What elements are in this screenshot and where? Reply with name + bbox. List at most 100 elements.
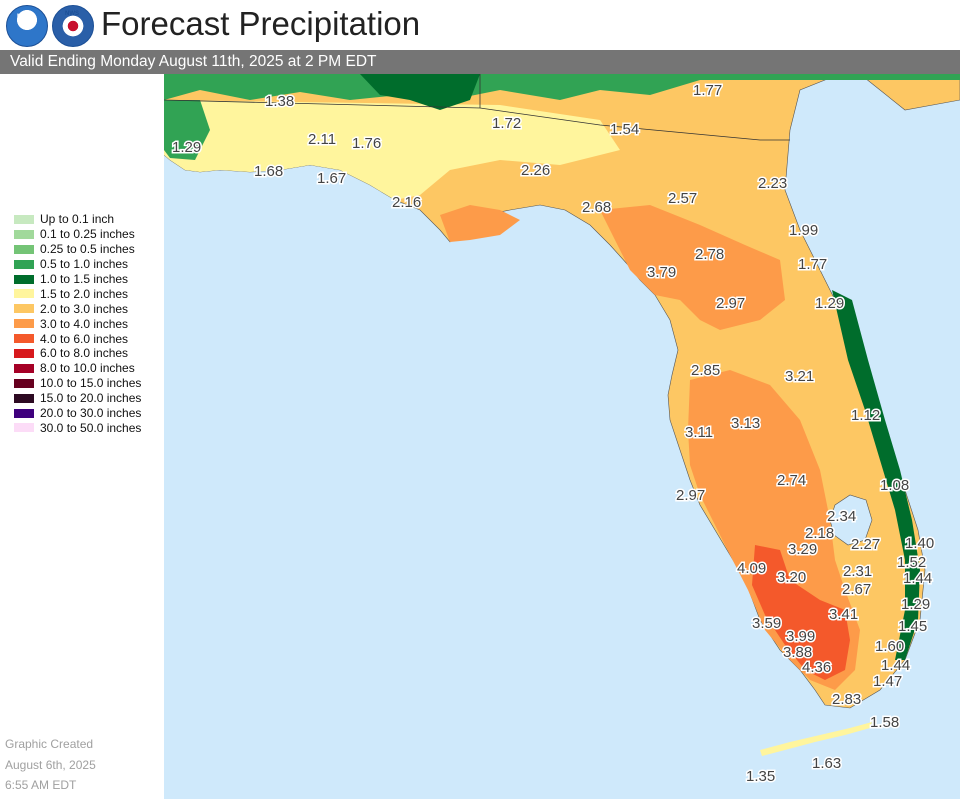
legend-label: 1.5 to 2.0 inches: [40, 286, 129, 301]
keys-yellow: [760, 722, 872, 756]
value-label: 2.97: [716, 295, 745, 312]
legend-item: 6.0 to 8.0 inches: [14, 346, 141, 361]
value-label: 3.29: [788, 541, 817, 558]
legend-label: 20.0 to 30.0 inches: [40, 406, 142, 421]
west-green: [164, 100, 210, 160]
legend-sidebar: [0, 74, 164, 799]
value-label: 1.68: [254, 163, 283, 180]
credit-line-1: Graphic Created: [5, 737, 94, 751]
lake-okeechobee: [829, 494, 873, 546]
apalachicola-orange: [440, 205, 520, 242]
value-label: 2.31: [843, 563, 872, 580]
legend-item: 1.0 to 1.5 inches: [14, 272, 141, 287]
value-label: 2.97: [676, 487, 705, 504]
legend-item: 10.0 to 15.0 inches: [14, 376, 141, 391]
value-label: 1.72: [492, 115, 521, 132]
value-label: 2.57: [668, 190, 697, 207]
value-label: 2.16: [392, 194, 421, 211]
legend-item: 15.0 to 20.0 inches: [14, 391, 141, 406]
value-label: 1.77: [693, 82, 722, 99]
precip-map[interactable]: 1.38 1.77 1.72 1.54 1.29 2.11 1.76 1.68 …: [164, 74, 960, 799]
value-label: 1.52: [897, 554, 926, 571]
valid-time-bar: Valid Ending Monday August 11th, 2025 at…: [0, 50, 960, 74]
value-label: 1.29: [172, 139, 201, 156]
legend-item: 4.0 to 6.0 inches: [14, 331, 141, 346]
legend-swatch: [14, 408, 34, 418]
value-label: 4.36: [802, 659, 831, 676]
value-label: 2.85: [691, 362, 720, 379]
value-label: 1.44: [903, 570, 932, 587]
value-label: 1.67: [317, 170, 346, 187]
legend-item: 30.0 to 50.0 inches: [14, 420, 141, 435]
value-label: 2.11: [308, 131, 336, 148]
value-label: 3.20: [777, 569, 806, 586]
legend-item: 0.1 to 0.25 inches: [14, 227, 141, 242]
legend-swatch: [14, 423, 34, 433]
legend-label: 0.25 to 0.5 inches: [40, 242, 135, 257]
value-label: 1.60: [875, 638, 904, 655]
legend-swatch: [14, 378, 34, 388]
value-label: 1.54: [610, 121, 639, 138]
legend-label: 10.0 to 15.0 inches: [40, 376, 142, 391]
credit-line-2: August 6th, 2025: [5, 758, 96, 772]
value-label: 3.13: [731, 415, 760, 432]
value-label: 1.99: [789, 222, 818, 239]
value-label: 1.44: [881, 657, 910, 674]
legend-item: 2.0 to 3.0 inches: [14, 301, 141, 316]
value-label: 3.59: [752, 615, 781, 632]
state-border-ga-al: [164, 99, 790, 141]
value-label: 1.47: [873, 673, 902, 690]
value-label: 1.77: [798, 256, 827, 273]
value-label: 4.09: [737, 560, 766, 577]
value-label: 3.21: [785, 368, 814, 385]
legend-label: 0.1 to 0.25 inches: [40, 227, 135, 242]
header: NOAA NWS Forecast Precipitation: [0, 0, 960, 50]
big-bend-orange: [600, 205, 785, 330]
credit-line-3: 6:55 AM EDT: [5, 778, 77, 792]
value-label: 3.88: [783, 644, 812, 661]
value-label: 1.76: [352, 135, 381, 152]
legend-swatch: [14, 348, 34, 358]
legend-label: 6.0 to 8.0 inches: [40, 346, 129, 361]
value-label: 2.18: [805, 525, 834, 542]
southwest-red: [752, 545, 850, 680]
legend-swatch: [14, 319, 34, 329]
noaa-logo: NOAA: [6, 5, 48, 47]
legend-item: 1.5 to 2.0 inches: [14, 286, 141, 301]
nws-logo: NWS: [52, 5, 94, 47]
legend-label: 15.0 to 20.0 inches: [40, 391, 142, 406]
legend-item: 0.5 to 1.0 inches: [14, 257, 141, 272]
legend-swatch: [14, 244, 34, 254]
value-label: 2.83: [832, 691, 861, 708]
value-label: 2.68: [582, 199, 611, 216]
legend-swatch: [14, 334, 34, 344]
value-label: 1.63: [812, 755, 841, 772]
forecast-values: 1.38 1.77 1.72 1.54 1.29 2.11 1.76 1.68 …: [171, 81, 936, 787]
florida-map-svg: 1.38 1.77 1.72 1.54 1.29 2.11 1.76 1.68 …: [164, 74, 960, 799]
north-darkgreen: [360, 74, 480, 110]
value-label: 1.29: [901, 596, 930, 613]
value-label: 1.08: [880, 477, 909, 494]
legend-swatch: [14, 214, 34, 224]
valid-time-text: Valid Ending Monday August 11th, 2025 at…: [10, 53, 377, 70]
value-label: 2.26: [521, 162, 550, 179]
legend-item: 0.25 to 0.5 inches: [14, 242, 141, 257]
precip-legend: Up to 0.1 inch 0.1 to 0.25 inches 0.25 t…: [14, 212, 141, 435]
legend-item: 20.0 to 30.0 inches: [14, 406, 141, 421]
legend-item: 3.0 to 4.0 inches: [14, 316, 141, 331]
legend-swatch: [14, 363, 34, 373]
legend-swatch: [14, 289, 34, 299]
legend-swatch: [14, 229, 34, 239]
legend-label: 3.0 to 4.0 inches: [40, 316, 129, 331]
value-label: 3.41: [829, 606, 858, 623]
legend-item: Up to 0.1 inch: [14, 212, 141, 227]
legend-label: 30.0 to 50.0 inches: [40, 420, 142, 435]
value-label: 2.74: [777, 472, 806, 489]
value-label: 1.40: [905, 535, 934, 552]
legend-swatch: [14, 274, 34, 284]
legend-item: 8.0 to 10.0 inches: [14, 361, 141, 376]
value-label: 2.27: [851, 536, 880, 553]
legend-swatch: [14, 393, 34, 403]
value-label: 2.23: [758, 175, 787, 192]
value-label: 3.99: [786, 628, 815, 645]
